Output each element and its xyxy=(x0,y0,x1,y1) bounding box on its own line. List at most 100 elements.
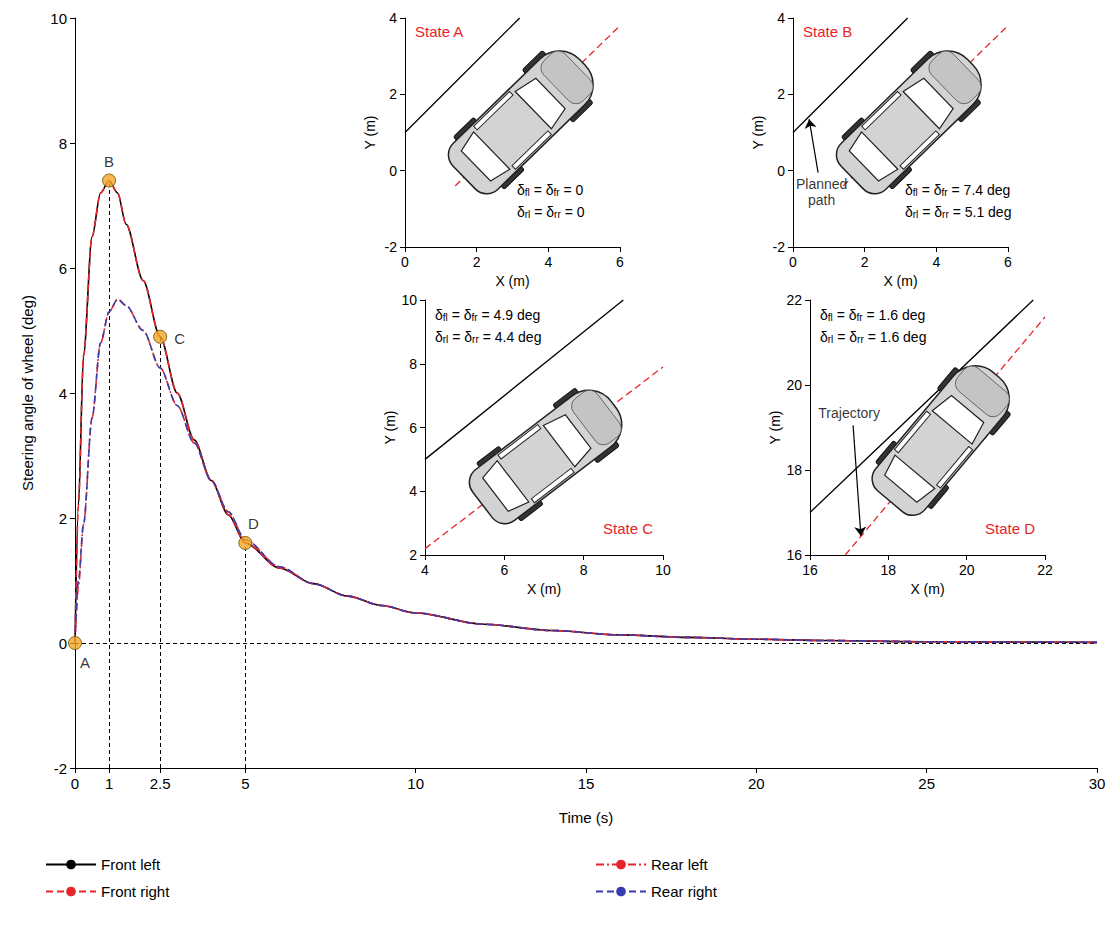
svg-text:= 1.6 deg: = 1.6 deg xyxy=(864,329,927,345)
svg-text:2: 2 xyxy=(777,86,785,102)
svg-text:22: 22 xyxy=(1037,562,1053,578)
html-text:δrl: δrl xyxy=(517,204,531,220)
svg-text:Y (m): Y (m) xyxy=(362,116,378,150)
svg-text:Steering angle of wheel (deg): Steering angle of wheel (deg) xyxy=(19,295,36,491)
svg-text:10: 10 xyxy=(655,562,671,578)
svg-text:Rear left: Rear left xyxy=(651,856,709,873)
svg-text:0: 0 xyxy=(71,775,79,792)
svg-text:fr: fr xyxy=(553,186,560,198)
svg-text:X (m): X (m) xyxy=(495,273,529,289)
svg-text:10: 10 xyxy=(50,10,67,27)
svg-text:2: 2 xyxy=(59,510,67,527)
svg-text:= δ: = δ xyxy=(918,204,942,220)
svg-text:16: 16 xyxy=(802,562,818,578)
svg-text:4: 4 xyxy=(421,562,429,578)
svg-text:= 0: = 0 xyxy=(560,182,584,198)
svg-text:= δ: = δ xyxy=(448,329,472,345)
html-text:δfl: δfl xyxy=(435,307,448,323)
svg-text:-2: -2 xyxy=(773,239,786,255)
svg-text:6: 6 xyxy=(616,254,624,270)
svg-text:Rear right: Rear right xyxy=(651,883,718,900)
svg-text:X (m): X (m) xyxy=(527,581,561,597)
svg-text:6: 6 xyxy=(59,260,67,277)
svg-text:Planned: Planned xyxy=(796,176,847,192)
svg-text:= 0: = 0 xyxy=(561,204,585,220)
svg-text:X (m): X (m) xyxy=(910,581,944,597)
svg-text:22: 22 xyxy=(786,292,802,308)
svg-text:Front right: Front right xyxy=(101,883,170,900)
svg-text:20: 20 xyxy=(748,775,765,792)
svg-text:8: 8 xyxy=(580,562,588,578)
svg-text:Y (m): Y (m) xyxy=(382,411,398,445)
svg-text:0: 0 xyxy=(777,163,785,179)
svg-text:B: B xyxy=(104,153,114,170)
svg-text:4: 4 xyxy=(409,483,417,499)
svg-text:4: 4 xyxy=(59,385,67,402)
svg-text:10: 10 xyxy=(401,292,417,308)
svg-text:0: 0 xyxy=(389,163,397,179)
svg-text:State C: State C xyxy=(603,520,653,537)
svg-text:18: 18 xyxy=(881,562,897,578)
svg-text:= 1.6 deg: = 1.6 deg xyxy=(863,307,926,323)
svg-text:16: 16 xyxy=(786,547,802,563)
html-text:δfl: δfl xyxy=(820,307,833,323)
svg-text:= δ: = δ xyxy=(530,182,554,198)
svg-text:= δ: = δ xyxy=(833,329,857,345)
svg-text:= δ: = δ xyxy=(530,204,554,220)
html-text:δrl: δrl xyxy=(905,204,919,220)
svg-text:X (m): X (m) xyxy=(883,273,917,289)
svg-text:2: 2 xyxy=(861,254,869,270)
svg-text:0: 0 xyxy=(401,254,409,270)
svg-text:Time (s): Time (s) xyxy=(559,809,613,826)
svg-text:8: 8 xyxy=(59,135,67,152)
html-text:δfl: δfl xyxy=(517,182,530,198)
svg-text:4: 4 xyxy=(544,254,552,270)
html-text:δfl: δfl xyxy=(905,182,918,198)
svg-text:Front left: Front left xyxy=(101,856,161,873)
svg-text:= δ: = δ xyxy=(448,307,472,323)
svg-text:4: 4 xyxy=(389,10,397,26)
svg-text:6: 6 xyxy=(1004,254,1012,270)
svg-text:A: A xyxy=(80,654,90,671)
svg-text:= δ: = δ xyxy=(918,182,942,198)
svg-text:Trajectory: Trajectory xyxy=(818,405,880,421)
svg-text:18: 18 xyxy=(786,462,802,478)
svg-text:30: 30 xyxy=(1089,775,1106,792)
svg-text:2: 2 xyxy=(473,254,481,270)
svg-text:= 5.1 deg: = 5.1 deg xyxy=(949,204,1012,220)
svg-text:C: C xyxy=(174,330,185,347)
html-text:δrl: δrl xyxy=(435,329,449,345)
svg-text:0: 0 xyxy=(59,635,67,652)
svg-text:2.5: 2.5 xyxy=(150,775,171,792)
svg-text:= 4.4 deg: = 4.4 deg xyxy=(479,329,542,345)
svg-text:4: 4 xyxy=(777,10,785,26)
svg-text:= 4.9 deg: = 4.9 deg xyxy=(478,307,541,323)
svg-text:D: D xyxy=(248,515,259,532)
svg-text:= 7.4 deg: = 7.4 deg xyxy=(948,182,1011,198)
svg-text:2: 2 xyxy=(389,86,397,102)
svg-text:15: 15 xyxy=(578,775,595,792)
svg-text:2: 2 xyxy=(409,547,417,563)
svg-text:4: 4 xyxy=(932,254,940,270)
svg-text:1: 1 xyxy=(105,775,113,792)
svg-text:path: path xyxy=(808,192,835,208)
svg-text:10: 10 xyxy=(407,775,424,792)
svg-text:-2: -2 xyxy=(385,239,398,255)
svg-text:State B: State B xyxy=(803,23,852,40)
html-text:δrl: δrl xyxy=(820,329,834,345)
svg-text:20: 20 xyxy=(786,377,802,393)
svg-text:0: 0 xyxy=(789,254,797,270)
svg-text:-2: -2 xyxy=(54,760,67,777)
svg-text:State A: State A xyxy=(415,23,463,40)
svg-text:6: 6 xyxy=(500,562,508,578)
svg-text:25: 25 xyxy=(918,775,935,792)
svg-text:20: 20 xyxy=(959,562,975,578)
svg-text:Y (m): Y (m) xyxy=(750,116,766,150)
svg-text:8: 8 xyxy=(409,356,417,372)
svg-text:State D: State D xyxy=(985,520,1035,537)
svg-text:rr: rr xyxy=(554,208,561,220)
svg-text:6: 6 xyxy=(409,420,417,436)
svg-text:Y (m): Y (m) xyxy=(767,411,783,445)
svg-text:= δ: = δ xyxy=(833,307,857,323)
svg-text:5: 5 xyxy=(241,775,249,792)
